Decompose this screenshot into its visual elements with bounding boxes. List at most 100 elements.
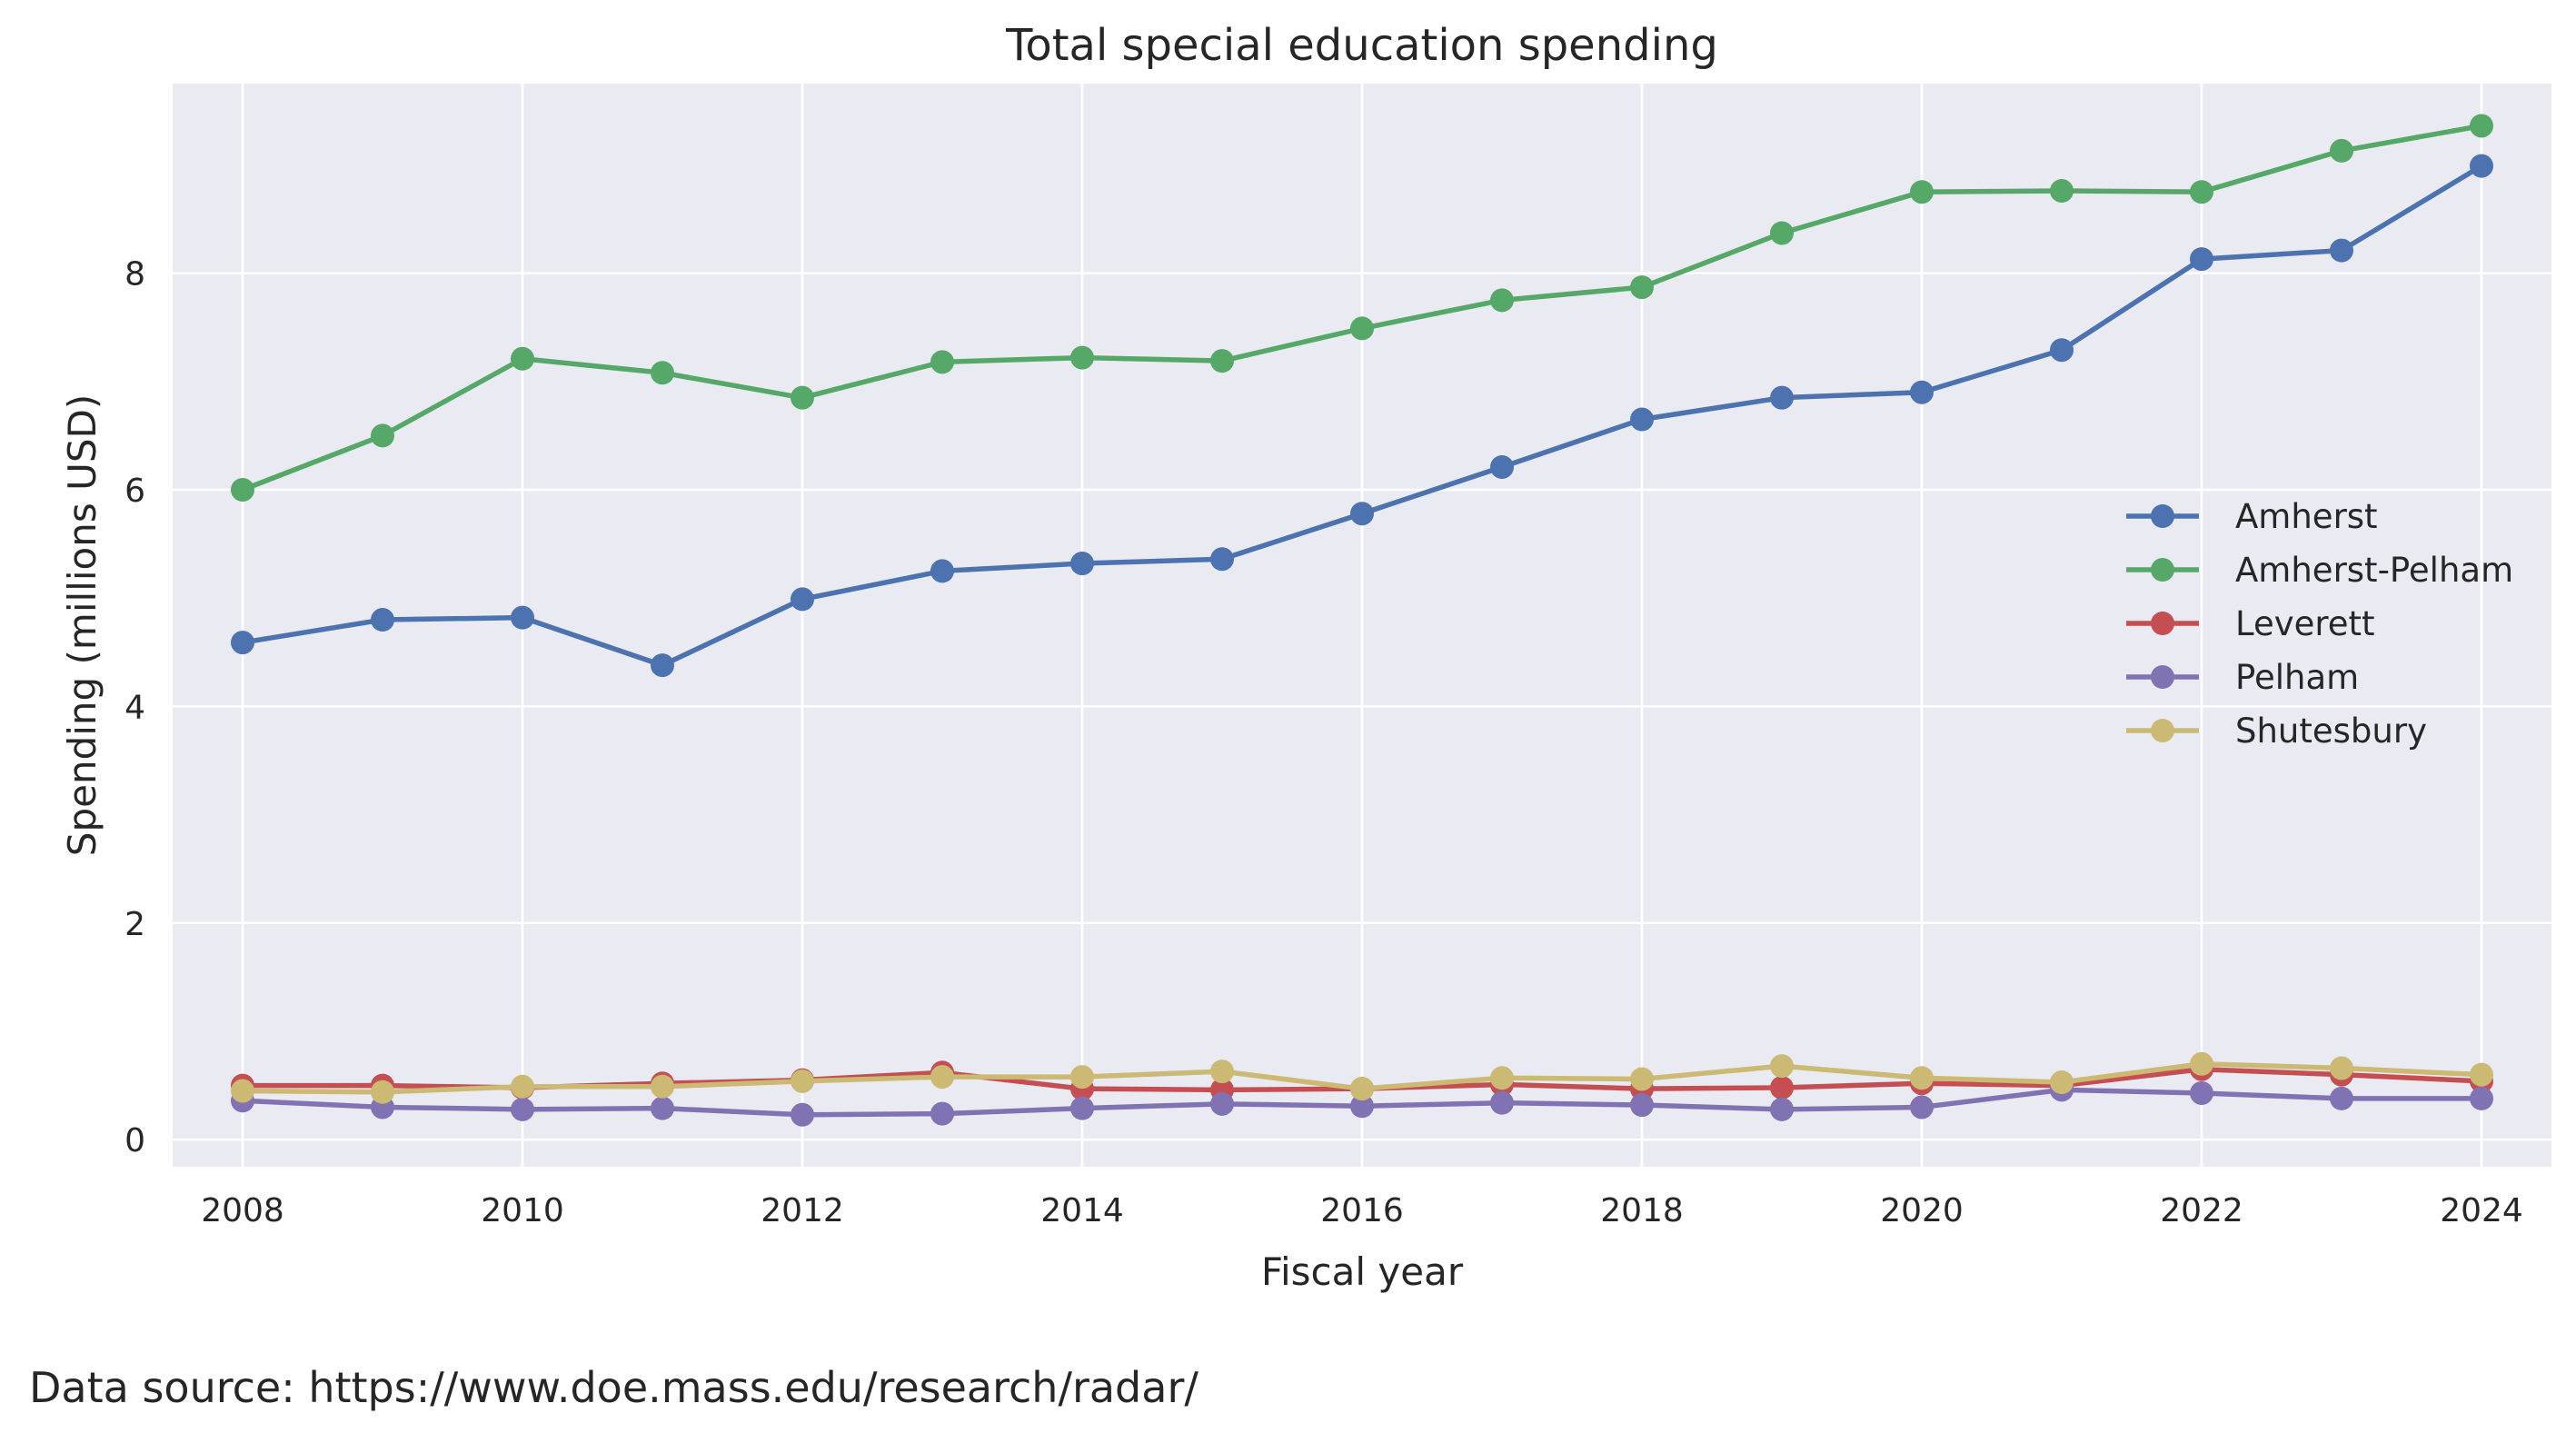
data-point-amherst-pelham [371, 423, 394, 448]
data-point-amherst [2190, 247, 2213, 272]
data-point-amherst [791, 587, 814, 612]
data-point-pelham [511, 1097, 534, 1121]
x-tick-label: 2016 [1320, 1192, 1404, 1229]
data-point-pelham [1770, 1097, 1794, 1121]
data-point-amherst [371, 608, 394, 632]
data-point-amherst-pelham [231, 478, 254, 502]
data-point-amherst [930, 559, 954, 583]
data-point-amherst-pelham [930, 350, 954, 374]
y-tick-label: 4 [124, 689, 145, 726]
x-tick-label: 2024 [2440, 1192, 2523, 1229]
data-point-shutesbury [2190, 1051, 2213, 1076]
data-point-shutesbury [1490, 1066, 1514, 1090]
data-point-pelham [2190, 1080, 2213, 1105]
legend-label: Shutesbury [2235, 712, 2427, 751]
x-tick-label: 2012 [761, 1192, 844, 1229]
data-point-shutesbury [231, 1079, 254, 1103]
legend-swatch-marker [2151, 612, 2174, 635]
data-point-shutesbury [1350, 1077, 1374, 1101]
chart-title: Total special education spending [1005, 20, 1718, 71]
x-tick-label: 2008 [201, 1192, 284, 1229]
data-point-amherst-pelham [511, 346, 534, 371]
data-point-pelham [2330, 1086, 2353, 1110]
y-tick-label: 6 [124, 473, 145, 510]
data-point-pelham [930, 1101, 954, 1126]
data-point-pelham [1070, 1096, 1094, 1120]
x-tick-label: 2022 [2160, 1192, 2243, 1229]
x-ticks: 2008 2010 2012 2014 2016 2018 2020 2022 2024 [201, 1192, 2523, 1229]
legend-item-amherst-pelham: Amherst-Pelham [2126, 551, 2513, 590]
series-amherst [231, 154, 2493, 678]
data-point-shutesbury [930, 1065, 954, 1090]
data-point-amherst-pelham [1350, 316, 1374, 341]
data-point-shutesbury [651, 1074, 674, 1099]
data-point-pelham [1210, 1091, 1234, 1116]
data-point-pelham [1910, 1095, 1934, 1120]
data-point-amherst [1350, 502, 1374, 526]
data-point-amherst [1910, 380, 1934, 404]
data-point-amherst [1070, 552, 1094, 576]
legend-label: Pelham [2235, 658, 2359, 697]
legend-label: Amherst-Pelham [2235, 551, 2513, 590]
data-point-amherst-pelham [1630, 275, 1654, 300]
data-point-amherst-pelham [1070, 345, 1094, 370]
data-source-note: Data source: https://www.doe.mass.edu/re… [29, 1363, 1198, 1412]
data-point-amherst [1210, 547, 1234, 572]
data-point-amherst [1770, 385, 1794, 410]
data-point-amherst-pelham [791, 385, 814, 410]
data-point-shutesbury [791, 1069, 814, 1093]
x-tick-label: 2018 [1600, 1192, 1684, 1229]
data-point-amherst-pelham [2470, 114, 2493, 138]
data-point-amherst-pelham [1490, 288, 1514, 313]
x-tick-label: 2014 [1040, 1192, 1124, 1229]
data-point-pelham [1490, 1090, 1514, 1115]
data-point-pelham [1350, 1094, 1374, 1119]
data-point-shutesbury [1630, 1067, 1654, 1091]
data-point-pelham [2470, 1086, 2493, 1110]
y-tick-label: 8 [124, 256, 145, 294]
data-point-shutesbury [371, 1080, 394, 1104]
data-point-shutesbury [1910, 1066, 1934, 1090]
data-point-amherst-pelham [1910, 180, 1934, 204]
data-point-amherst-pelham [1210, 349, 1234, 373]
data-point-shutesbury [511, 1074, 534, 1099]
data-point-pelham [791, 1102, 814, 1127]
data-point-amherst [231, 631, 254, 655]
data-point-amherst-pelham [2190, 180, 2213, 204]
legend-swatch-marker [2151, 558, 2174, 582]
legend-swatch-marker [2151, 719, 2174, 742]
legend-swatch-marker [2151, 665, 2174, 689]
legend-swatch-marker [2151, 504, 2174, 528]
x-tick-label: 2010 [481, 1192, 564, 1229]
data-point-amherst [2050, 338, 2074, 363]
legend: Amherst Amherst-Pelham Leverett Pelham Shute… [2126, 497, 2513, 751]
series-pelham [231, 1078, 2493, 1127]
data-point-shutesbury [1070, 1065, 1094, 1090]
data-point-amherst [511, 605, 534, 630]
data-point-shutesbury [2330, 1056, 2353, 1080]
x-tick-label: 2020 [1880, 1192, 1964, 1229]
x-axis-label: Fiscal year [1261, 1249, 1464, 1294]
data-point-shutesbury [2470, 1062, 2493, 1087]
y-tick-label: 0 [124, 1122, 145, 1159]
y-tick-label: 2 [124, 906, 145, 943]
series-shutesbury [231, 1051, 2493, 1104]
legend-item-leverett: Leverett [2126, 604, 2375, 643]
legend-item-pelham: Pelham [2126, 658, 2359, 697]
legend-item-shutesbury: Shutesbury [2126, 712, 2427, 751]
legend-item-amherst: Amherst [2126, 497, 2378, 536]
data-point-shutesbury [2050, 1070, 2074, 1095]
legend-label: Leverett [2235, 604, 2375, 643]
data-point-shutesbury [1210, 1060, 1234, 1084]
data-point-amherst [2470, 154, 2493, 178]
data-point-amherst [1630, 407, 1654, 432]
data-point-amherst-pelham [651, 361, 674, 385]
data-point-amherst [651, 653, 674, 678]
data-point-amherst [1490, 454, 1514, 479]
y-ticks: 0 2 4 6 8 [124, 256, 145, 1160]
data-point-amherst [2330, 238, 2353, 263]
series-group [231, 114, 2493, 1127]
data-point-amherst-pelham [2330, 138, 2353, 163]
data-point-pelham [651, 1096, 674, 1120]
